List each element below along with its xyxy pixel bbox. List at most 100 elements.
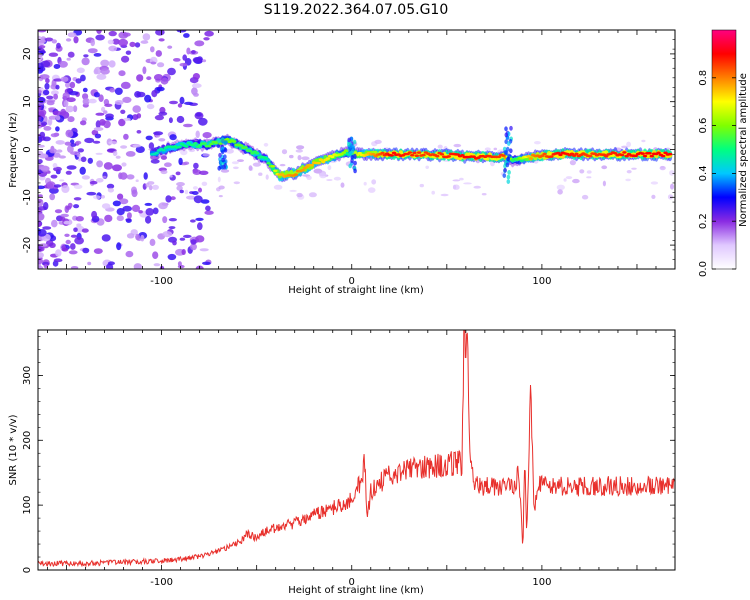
heatmap-noise-blob bbox=[152, 207, 159, 215]
heatmap-noise-blob bbox=[218, 185, 225, 190]
heatmap-noise-blob bbox=[119, 198, 129, 205]
heatmap-noise-blob bbox=[319, 173, 327, 179]
heatmap-noise-blob bbox=[195, 235, 205, 243]
heatmap-noise-blob bbox=[172, 240, 177, 246]
heatmap-ridge-cell bbox=[460, 154, 465, 157]
heatmap-noise-blob bbox=[112, 164, 122, 172]
heatmap-noise-blob bbox=[194, 40, 205, 47]
heatmap-noise-blob bbox=[73, 105, 78, 113]
colorbar-ticks: 0.0 0.2 0.4 0.6 0.8 bbox=[698, 70, 736, 277]
heatmap-noise-blob bbox=[94, 133, 102, 139]
spectrogram-ridge bbox=[149, 125, 673, 185]
heatmap-spread-cell bbox=[505, 162, 510, 168]
heatmap-noise-blob bbox=[96, 160, 103, 168]
heatmap-noise-blob bbox=[126, 174, 135, 180]
heatmap-noise-blob bbox=[112, 200, 121, 207]
heatmap-noise-blob bbox=[40, 166, 50, 171]
heatmap-noise-blob bbox=[93, 195, 101, 200]
heatmap-noise-blob bbox=[99, 119, 106, 126]
heatmap-noise-blob bbox=[54, 209, 63, 214]
heatmap-noise-blob bbox=[374, 139, 382, 144]
heatmap-noise-blob bbox=[67, 51, 75, 58]
heatmap-noise-blob bbox=[53, 184, 62, 188]
heatmap-noise-blob bbox=[65, 81, 71, 88]
heatmap-noise-blob bbox=[46, 100, 55, 106]
snr-ticks: -100 0 100 0 100 200 300 bbox=[22, 330, 676, 588]
heatmap-noise-blob bbox=[152, 251, 159, 259]
heatmap-noise-blob bbox=[122, 205, 132, 212]
heatmap-noise-blob bbox=[77, 148, 85, 153]
heatmap-ridge-cell bbox=[647, 151, 652, 155]
heatmap-noise-blob bbox=[135, 233, 141, 241]
heatmap-ridge-cell bbox=[667, 152, 673, 156]
heatmap-noise-blob bbox=[143, 172, 148, 180]
heatmap-noise-blob bbox=[39, 74, 50, 80]
heatmap-ridge-cell bbox=[243, 146, 248, 149]
heatmap-spread-cell bbox=[347, 142, 351, 147]
heatmap-ridge-cell bbox=[501, 154, 506, 157]
heatmap-noise-blob bbox=[101, 234, 111, 242]
heatmap-noise-blob bbox=[61, 247, 69, 252]
heatmap-noise-blob bbox=[145, 208, 154, 216]
heatmap-noise-blob bbox=[202, 153, 211, 157]
heatmap-noise-blob bbox=[59, 179, 65, 182]
heatmap-ridge-cell bbox=[407, 151, 413, 154]
heatmap-noise-blob bbox=[108, 60, 116, 68]
heatmap-noise-blob bbox=[182, 54, 187, 61]
heatmap-noise-blob bbox=[289, 189, 297, 192]
heatmap-noise-blob bbox=[197, 222, 203, 231]
heatmap-noise-blob bbox=[53, 64, 61, 69]
heatmap-noise-blob bbox=[60, 76, 69, 82]
heatmap-noise-blob bbox=[38, 45, 46, 49]
heatmap-spread-cell bbox=[350, 154, 355, 160]
heatmap-noise-blob bbox=[157, 62, 165, 68]
heatmap-noise-blob bbox=[425, 165, 430, 169]
heatmap-noise-blob bbox=[191, 191, 199, 195]
snr-frame bbox=[37, 329, 676, 571]
heatmap-noise-blob bbox=[95, 152, 103, 155]
heatmap-noise-blob bbox=[52, 152, 61, 158]
colorbar-tick-label: 0.8 bbox=[698, 70, 709, 86]
heatmap-noise-blob bbox=[65, 239, 71, 245]
heatmap-noise-blob bbox=[38, 198, 43, 203]
heatmap-noise-blob bbox=[150, 61, 157, 65]
heatmap-noise-blob bbox=[626, 141, 631, 148]
heatmap-noise-blob bbox=[132, 144, 142, 148]
heatmap-noise-blob bbox=[151, 90, 158, 98]
heatmap-noise-blob bbox=[265, 174, 269, 180]
heatmap-ridge-cell bbox=[389, 154, 394, 157]
heatmap-noise-blob bbox=[220, 169, 230, 173]
heatmap-ridge-cell bbox=[649, 154, 654, 158]
heatmap-noise-blob bbox=[273, 184, 283, 190]
heatmap-noise-blob bbox=[142, 66, 147, 75]
heatmap-noise-blob bbox=[493, 147, 498, 151]
heatmap-noise-blob bbox=[114, 100, 124, 105]
heatmap-noise-blob bbox=[176, 182, 185, 187]
heatmap-noise-blob bbox=[39, 243, 48, 247]
heatmap-noise-blob bbox=[177, 261, 182, 267]
heatmap-ridge-cell bbox=[206, 144, 212, 148]
heatmap-noise-blob bbox=[557, 189, 563, 195]
heatmap-noise-blob bbox=[44, 37, 54, 42]
heatmap-noise-blob bbox=[96, 178, 104, 183]
heatmap-noise-blob bbox=[158, 202, 168, 210]
heatmap-ridge-cell bbox=[574, 152, 579, 156]
snr-x-tick-label: 100 bbox=[532, 577, 551, 588]
heatmap-noise-blob bbox=[327, 165, 332, 171]
heatmap-noise-blob bbox=[534, 141, 541, 145]
heatmap-noise-blob bbox=[38, 86, 44, 91]
heatmap-noise-blob bbox=[50, 174, 58, 179]
heatmap-noise-blob bbox=[95, 112, 105, 116]
heatmap-noise-blob bbox=[191, 50, 196, 54]
heatmap-noise-blob bbox=[73, 197, 82, 201]
spectrogram-x-tick-label: 100 bbox=[532, 276, 551, 287]
heatmap-noise-blob bbox=[55, 126, 60, 132]
heatmap-noise-blob bbox=[641, 139, 646, 143]
heatmap-noise-blob bbox=[153, 131, 164, 136]
heatmap-ridge-cell bbox=[254, 152, 260, 155]
heatmap-noise-blob bbox=[183, 123, 193, 128]
heatmap-noise-blob bbox=[66, 97, 76, 103]
heatmap-ridge-cell bbox=[421, 153, 426, 157]
heatmap-noise-blob bbox=[102, 175, 107, 179]
